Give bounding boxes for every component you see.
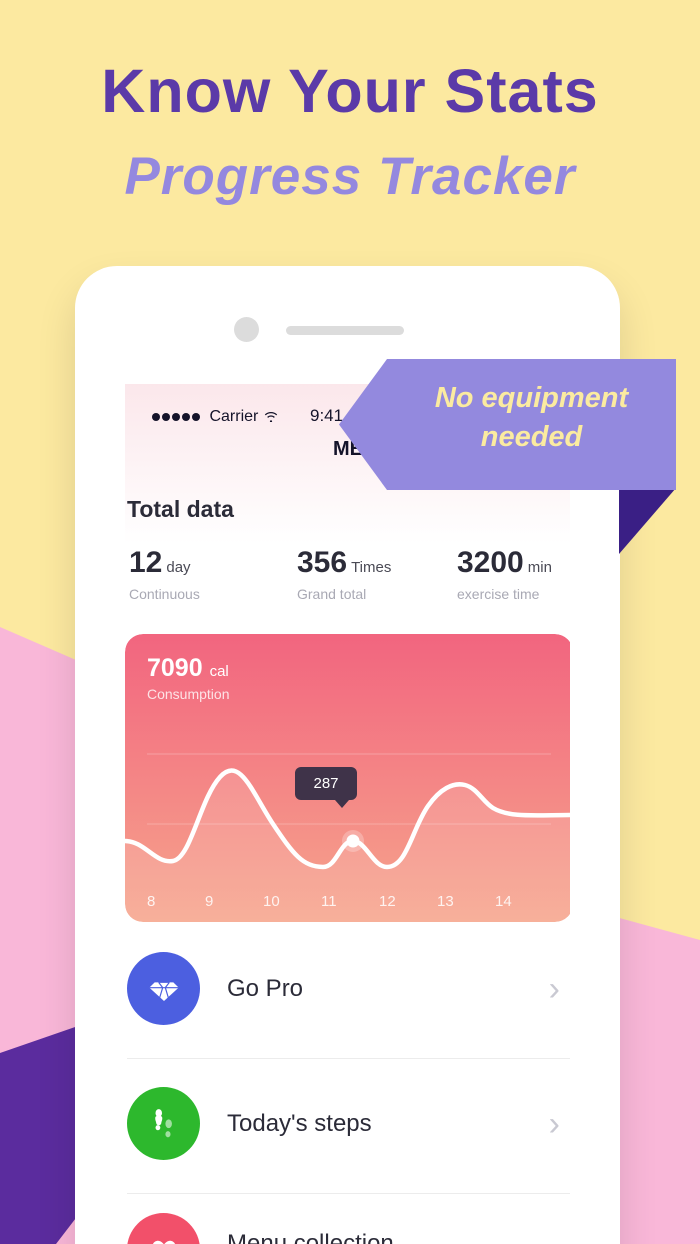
svg-text:14: 14 xyxy=(495,893,512,910)
svg-text:11: 11 xyxy=(321,893,337,910)
svg-text:12: 12 xyxy=(379,893,396,910)
svg-text:9: 9 xyxy=(205,893,213,910)
svg-text:13: 13 xyxy=(437,893,454,910)
svg-text:10: 10 xyxy=(263,893,280,910)
svg-text:8: 8 xyxy=(147,893,155,910)
